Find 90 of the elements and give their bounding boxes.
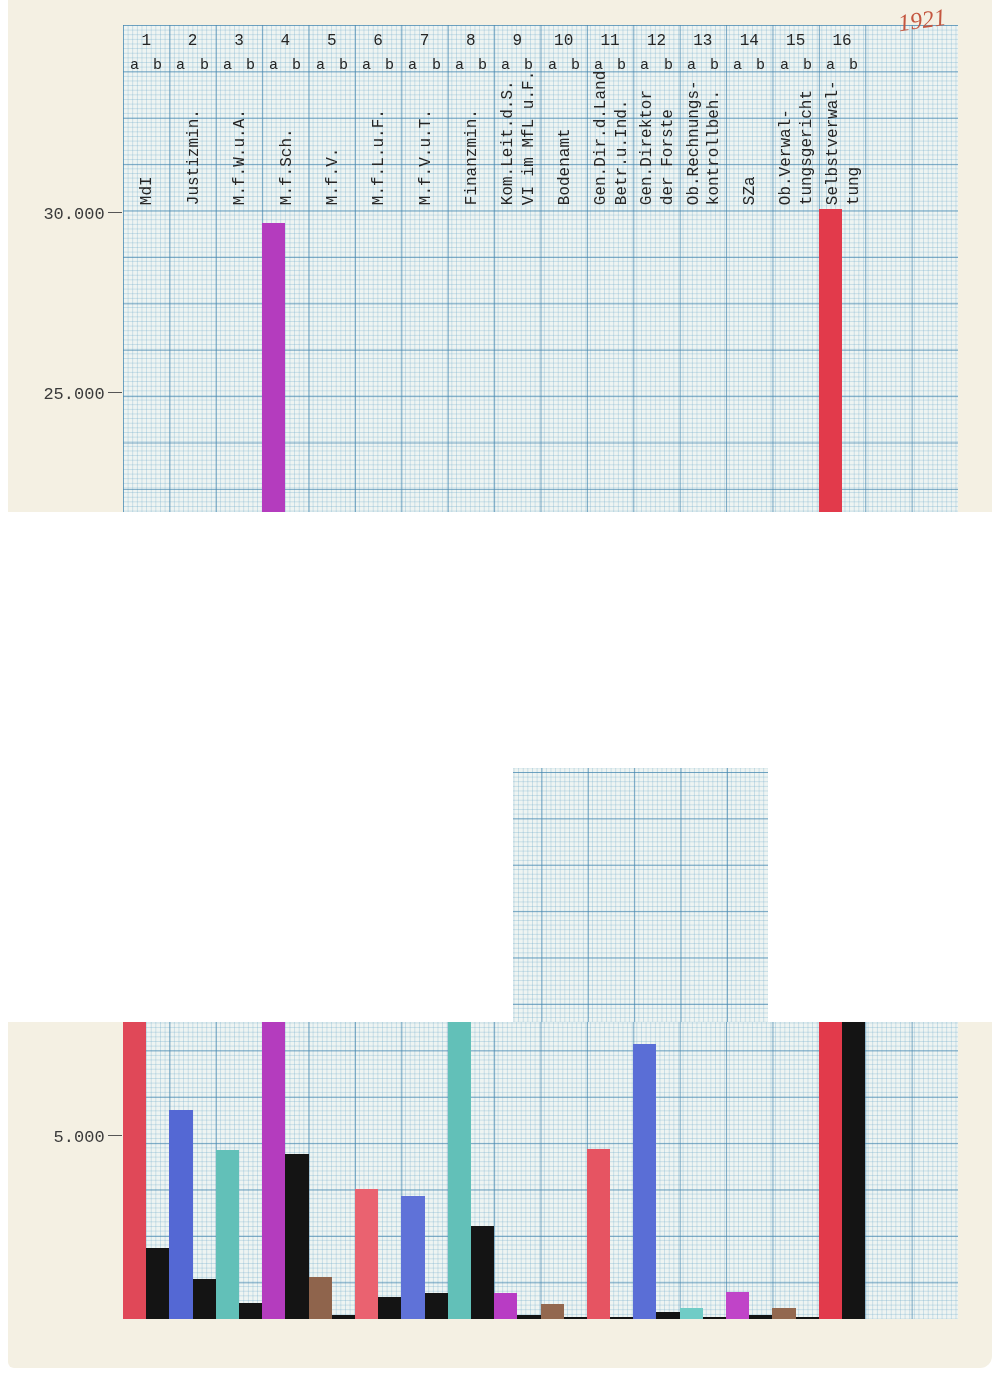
text: b [664,57,674,74]
x2-tick-label: 7 [419,32,430,51]
x2-tick-label: 2 [187,32,198,51]
bar [238,1302,263,1319]
text: a [362,57,372,74]
x-tick-label: Justizmin. [184,109,203,206]
text: a [826,57,836,74]
x2-tick-label: 3 [234,32,244,51]
x2-tick-label: 15 [786,32,806,51]
x-tick-label: SZa [741,175,760,206]
x-tick-label: M.f.Sch. [277,128,296,206]
bar [818,1022,843,1319]
x-tick-label: Selbstverwal- tung [823,80,863,206]
bar [749,1315,773,1319]
bar [308,1276,332,1319]
text: b [246,57,256,74]
bar [146,1247,170,1319]
bar [215,1150,239,1319]
x2-tick-label: 11 [600,32,620,51]
text: a [687,57,697,74]
bar [354,1188,379,1319]
bar [285,1154,309,1319]
text: b [200,57,210,74]
bar [586,1148,611,1319]
x-tick-label: M.f.V.u.T. [416,109,435,206]
bar [494,1293,518,1319]
y-tick-label: 5.000 [53,1127,105,1147]
x-tick-label: Ob.Rechnungs- kontrollbeh. [684,80,724,206]
x2-tick-label: 13 [693,32,713,51]
bar [169,1110,193,1319]
text: a [176,57,186,74]
text: b [153,57,163,74]
bar [378,1297,402,1319]
text: 1921 [896,3,948,37]
x-tick-label: Finanzmin. [463,109,482,206]
x-tick-label: M.f.W.u.A. [231,109,250,206]
bar [726,1291,750,1319]
text: b [478,57,488,74]
text: b [849,57,859,74]
x-tick-label: Gen.Direktor der Forste [638,89,678,206]
text: b [710,57,720,74]
bar [470,1225,495,1319]
x2-tick-label: 14 [739,32,759,51]
x2-tick-label: 9 [512,32,523,51]
text: a [455,57,465,74]
bar [633,1044,657,1319]
x-tick-label: Ob.Verwal- tungsgericht [777,89,817,206]
x-tick-label: M.f.L.u.F. [370,109,389,206]
bar [424,1293,448,1319]
x-tick-label: M.f.V. [323,147,342,206]
bar [401,1196,425,1319]
text: a [780,57,790,74]
x2-tick-label: 12 [646,32,667,51]
x2-tick-label: 8 [466,32,476,51]
bar [656,1311,680,1319]
text: a [640,57,650,74]
text: b [571,57,581,74]
bar [679,1308,703,1319]
text: a [548,57,558,74]
y-tick-label: 25.000 [43,384,105,404]
text: a [269,57,279,74]
text: b [756,57,766,74]
x2-tick-label: 10 [554,32,574,51]
bar [262,1022,286,1319]
y-tick-label: 30.000 [43,204,105,224]
bar [331,1315,355,1319]
text: a [316,57,326,74]
text: a [408,57,418,74]
x2-tick-label: 5 [326,32,337,51]
bar [540,1304,564,1319]
bar [447,1022,471,1319]
text: b [339,57,349,74]
text: a [223,57,233,74]
text: b [432,57,442,74]
bar [842,1022,866,1319]
x-tick-label: Bodenamt [555,128,574,206]
bar [772,1308,796,1319]
x2-tick-label: 16 [832,32,852,51]
x2-tick-label: 4 [280,32,291,51]
x2-tick-label: 1 [141,32,151,51]
text: a [130,57,140,74]
bar [192,1278,216,1319]
bar [123,1022,147,1319]
text: b [292,57,302,74]
text: b [385,57,395,74]
text: b [803,57,813,74]
x-tick-label: MdI [138,176,157,206]
x2-tick-label: 6 [373,32,383,51]
bar [517,1315,541,1319]
text: a [733,57,743,74]
